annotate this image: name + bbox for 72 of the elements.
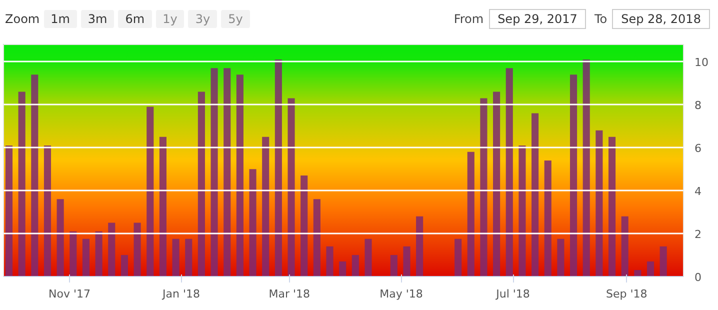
- bar: [532, 113, 539, 276]
- y-tick-label: 4: [694, 185, 702, 198]
- bar: [416, 216, 424, 276]
- text: To: [594, 12, 608, 26]
- bar: [18, 92, 26, 276]
- bar: [159, 136, 166, 276]
- bar: [300, 176, 308, 276]
- bar: [660, 246, 667, 276]
- bar: [134, 222, 141, 276]
- bar: [493, 92, 500, 276]
- bar: [467, 152, 474, 276]
- text: Sep 28, 2018: [612, 9, 710, 29]
- text: Zoom: [5, 12, 40, 26]
- bar: [582, 60, 590, 276]
- bar: [236, 74, 244, 276]
- bar: [596, 130, 603, 276]
- bar: [56, 199, 64, 276]
- bar: [506, 68, 513, 276]
- text: 1m: [44, 10, 77, 28]
- bar: [95, 231, 102, 276]
- bar: [146, 106, 154, 276]
- text: 3y: [188, 10, 218, 28]
- text: 6m: [118, 10, 152, 28]
- y-tick-label: 2: [694, 228, 702, 242]
- bar: [108, 222, 116, 276]
- x-tick-label: Jan '18: [162, 288, 200, 300]
- bar: [172, 238, 180, 276]
- bar: [120, 255, 128, 276]
- y-tick-label: 6: [694, 142, 702, 156]
- bar: [480, 98, 488, 276]
- y-tick-label: 10: [694, 56, 708, 70]
- bar: [646, 261, 654, 276]
- bar: [454, 238, 462, 276]
- bar: [352, 255, 359, 276]
- bar: [224, 68, 231, 276]
- bar: [249, 169, 256, 276]
- bar: [544, 160, 552, 276]
- bar: [570, 74, 578, 276]
- text: Sep 29, 2017: [488, 9, 586, 29]
- text: 1y: [156, 10, 184, 28]
- bar: [390, 255, 398, 276]
- text: 3m: [80, 10, 114, 28]
- bar: [403, 246, 410, 276]
- bar: [364, 238, 372, 276]
- y-tick-label: 8: [694, 99, 702, 112]
- bar: [82, 238, 90, 276]
- bar: [5, 145, 13, 276]
- bar: [44, 145, 52, 276]
- x-tick-label: Jul '18: [495, 288, 530, 300]
- bar: [198, 92, 205, 276]
- bar: [70, 231, 77, 276]
- x-tick-label: May '18: [380, 288, 423, 300]
- bar: [557, 238, 564, 276]
- bar: [31, 74, 38, 276]
- text: 5y: [221, 10, 250, 28]
- bar: [326, 246, 334, 276]
- y-tick-label: 0: [694, 271, 702, 284]
- bar: [185, 238, 192, 276]
- bar: [274, 60, 282, 276]
- bar: [621, 216, 628, 276]
- bar: [262, 136, 270, 276]
- x-tick-label: Nov '17: [48, 288, 90, 300]
- bar: [339, 261, 346, 276]
- bar: [608, 136, 616, 276]
- bar: [518, 145, 526, 276]
- bar: [288, 98, 295, 276]
- bar: [634, 270, 642, 276]
- x-tick-label: Mar '18: [268, 288, 310, 300]
- text: From: [454, 12, 484, 26]
- bar: [313, 199, 320, 276]
- x-tick-label: Sep '18: [606, 288, 648, 300]
- bar: [210, 68, 218, 276]
